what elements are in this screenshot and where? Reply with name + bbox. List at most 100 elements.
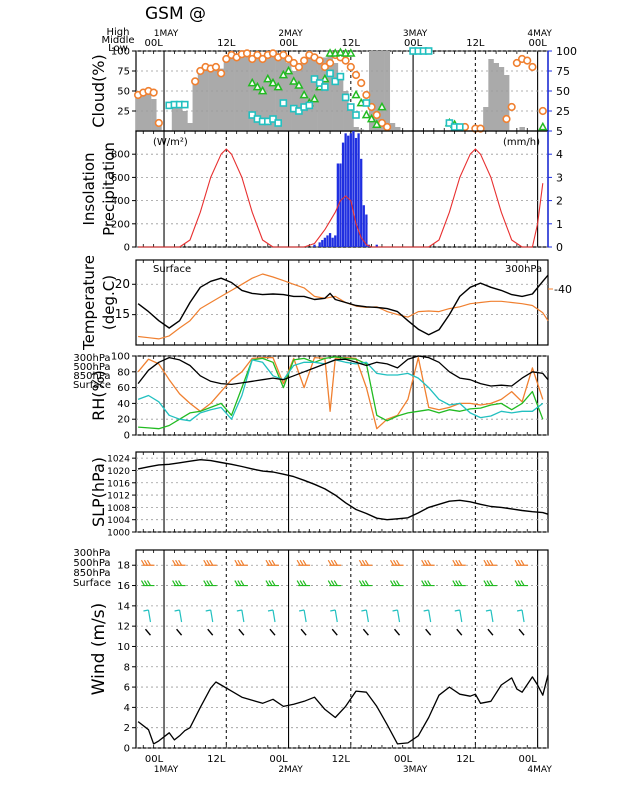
middle-cloud-marker xyxy=(268,77,278,87)
top-hour-label: 12L xyxy=(466,38,485,49)
y-tick-label: 18 xyxy=(117,561,130,572)
cloud-bar xyxy=(358,129,365,131)
high-cloud-marker xyxy=(502,114,511,124)
insolation-panel: 0 200 400 600 800 0 1 2 3 4 5 (W/m²) (mm/h) Insolatio… xyxy=(80,125,563,254)
y-tick-label: 12 xyxy=(117,622,130,633)
high-cloud-marker xyxy=(357,78,366,88)
cloud-bar xyxy=(291,71,297,131)
precipitation-bar xyxy=(328,233,332,247)
cloud-bar xyxy=(223,59,230,131)
wind-barb-surface xyxy=(207,628,214,636)
cloud-bar xyxy=(306,53,313,131)
middle-cloud-marker xyxy=(538,121,548,131)
legend-middle: Middle xyxy=(101,35,134,46)
wind-barb-850hpa xyxy=(299,609,307,623)
y-tick-label: 600 xyxy=(111,173,130,184)
cloud-bar xyxy=(135,95,141,131)
wind-barb-300hpa xyxy=(203,559,217,566)
low-cloud-marker xyxy=(295,107,303,115)
high-cloud-marker xyxy=(279,50,288,60)
cloud-bar xyxy=(483,107,489,131)
high-cloud-marker xyxy=(325,58,335,68)
wind-legend-item: 850hPa xyxy=(73,568,110,579)
cloud-bar xyxy=(311,55,318,131)
y-axis-title: Precipitation xyxy=(100,142,118,236)
wind-barb-surface xyxy=(331,628,338,636)
high-cloud-marker xyxy=(211,62,221,72)
wind-barb-300hpa xyxy=(327,559,342,566)
wind-barb-300hpa xyxy=(514,559,529,566)
wind-barb-300hpa xyxy=(140,559,155,566)
rh-legend-item: 500hPa xyxy=(73,362,110,373)
high-cloud-marker xyxy=(507,102,516,112)
precipitation-bar xyxy=(365,214,368,247)
rh-850hpa-line xyxy=(137,359,544,422)
wind-barb-300hpa xyxy=(421,559,435,566)
y-tick-label: 6 xyxy=(124,683,130,694)
wind-frame xyxy=(135,549,549,749)
wind-barb-500hpa xyxy=(172,580,186,587)
y-tick-label: 14 xyxy=(117,601,130,612)
wind-barb-850hpa xyxy=(143,609,152,623)
cloud-bar xyxy=(140,91,147,131)
wind-barb-500hpa xyxy=(296,580,311,587)
right-axis-label: 300hPa xyxy=(505,264,542,275)
bottom-day-label: 3MAY xyxy=(403,765,428,775)
precipitation-bar xyxy=(341,142,345,247)
bottom-hour-label: 00L xyxy=(269,754,288,765)
wind-barb-850hpa xyxy=(267,609,276,623)
middle-cloud-marker xyxy=(299,89,309,99)
precipitation-bar xyxy=(375,244,378,247)
middle-cloud-marker xyxy=(340,48,351,57)
high-cloud-marker xyxy=(268,49,278,58)
low-cloud-marker xyxy=(326,69,334,78)
middle-cloud-marker xyxy=(257,85,268,95)
precipitation-bar xyxy=(334,235,337,247)
bottom-hour-label: 00L xyxy=(145,754,164,765)
high-cloud-marker xyxy=(383,122,392,132)
wind-barb-500hpa xyxy=(390,580,404,587)
cloud-bar xyxy=(151,99,157,131)
wind-barb-500hpa xyxy=(327,580,342,587)
bottom-hour-label: 12L xyxy=(332,754,351,765)
y-axis-title: Cloud(%) xyxy=(89,54,108,127)
legend-high: High xyxy=(107,27,130,38)
y-tick-label: 1020 xyxy=(107,467,130,477)
wind-barb-surface xyxy=(144,628,151,636)
bottom-hour-label: 12L xyxy=(456,754,475,765)
cloud-bar xyxy=(332,63,339,131)
low-cloud-marker xyxy=(315,79,324,87)
right-tick-label: 2 xyxy=(556,195,563,208)
high-cloud-marker xyxy=(191,77,200,86)
low-cloud-marker xyxy=(180,100,189,109)
wind-barb-850hpa xyxy=(485,609,494,623)
high-cloud-marker xyxy=(351,70,361,80)
low-cloud-marker xyxy=(305,101,314,110)
wind-barb-surface xyxy=(425,628,432,636)
cloud-bar xyxy=(176,107,183,131)
y-tick-label: 20 xyxy=(115,277,130,291)
cloud-bar xyxy=(498,67,505,131)
wind-barb-500hpa xyxy=(203,580,217,587)
y-tick-label: 200 xyxy=(111,219,130,230)
cloud-bar xyxy=(249,59,256,131)
wind-barb-surface xyxy=(487,628,494,636)
high-cloud-marker xyxy=(523,56,532,65)
precipitation-bar xyxy=(318,242,321,247)
y-tick-label: 1004 xyxy=(107,516,130,526)
middle-cloud-marker xyxy=(361,109,372,119)
top-hour-label: 12L xyxy=(217,38,236,49)
y-axis-title: SLP(hPa) xyxy=(89,457,108,527)
precipitation-bar xyxy=(357,133,360,247)
y-axis-title: Temperature xyxy=(80,255,98,351)
middle-cloud-marker xyxy=(263,73,273,83)
bottom-hour-label: 00L xyxy=(394,754,413,765)
cloud-bar xyxy=(270,55,276,131)
right-tick-label: 50 xyxy=(556,85,570,98)
wind-legend-item: 300hPa xyxy=(73,548,110,559)
middle-cloud-marker xyxy=(372,119,382,128)
cloud-bar xyxy=(265,56,271,131)
top-day-label: 2MAY xyxy=(278,29,303,39)
middle-cloud-marker xyxy=(366,113,377,123)
